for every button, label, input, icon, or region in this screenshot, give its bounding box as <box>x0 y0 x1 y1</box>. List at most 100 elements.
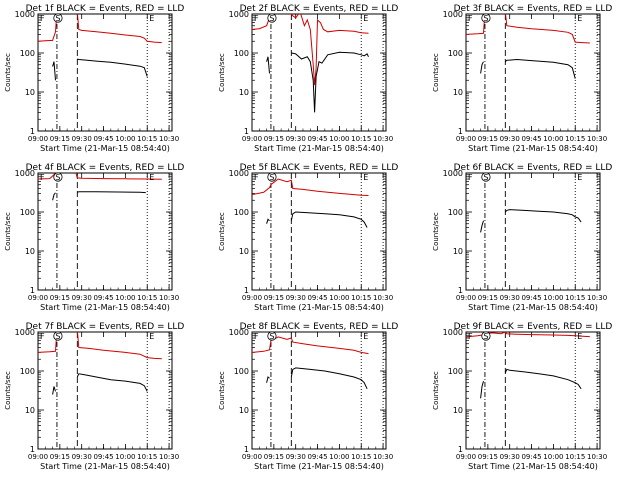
y-tick-label: 1000 <box>443 10 463 19</box>
series-group <box>480 209 582 233</box>
x-axis-label: Start Time (21-Mar-15 08:54:40) <box>468 144 598 153</box>
x-tick-label: 10:30 <box>587 294 607 302</box>
marker-f: F <box>254 14 259 23</box>
x-axis-label: Start Time (21-Mar-15 08:54:40) <box>468 303 598 312</box>
panel-det-4: Det 4f BLACK = Events, RED = LLD 1 10 100 10… <box>4 163 184 312</box>
series-events-line <box>76 373 148 392</box>
y-axis-label: Counts/sec <box>4 212 12 251</box>
x-tick-label: 10:00 <box>329 135 349 143</box>
marker-circle <box>481 172 491 182</box>
x-tick-label: 09:30 <box>286 294 306 302</box>
y-tick-label: 10 <box>453 247 463 256</box>
panel-title: Det 6f BLACK = Events, RED = LLD <box>454 163 613 173</box>
marker-e: E <box>577 14 582 23</box>
x-axis-label: Start Time (21-Mar-15 08:54:40) <box>254 303 384 312</box>
marker-s: S <box>55 332 60 341</box>
x-tick-label: 09:00 <box>242 135 262 143</box>
x-tick-label: 10:30 <box>373 453 393 461</box>
x-tick-label: 09:15 <box>50 294 70 302</box>
y-tick-label: 1 <box>458 286 463 295</box>
y-tick-label: 1000 <box>15 328 35 337</box>
y-tick-label: 10 <box>453 88 463 97</box>
series-events-line <box>266 218 270 224</box>
marker-e: E <box>577 173 582 182</box>
marker-e: E <box>149 173 154 182</box>
x-tick-label: 09:15 <box>264 135 284 143</box>
series-events-line <box>480 61 484 74</box>
x-tick-label: 09:30 <box>500 294 520 302</box>
y-tick-label: 1000 <box>15 10 35 19</box>
series-events-line <box>266 56 270 74</box>
series-group <box>38 14 162 81</box>
y-tick-label: 100 <box>448 367 463 376</box>
marker-e: E <box>577 332 582 341</box>
x-tick-label: 10:00 <box>329 294 349 302</box>
series-group <box>252 178 369 228</box>
x-tick-label: 10:00 <box>115 135 135 143</box>
y-tick-label: 1000 <box>443 328 463 337</box>
marker-f: F <box>254 332 259 341</box>
plot-frame <box>251 172 387 291</box>
x-tick-label: 09:30 <box>286 135 306 143</box>
x-tick-label: 09:00 <box>242 453 262 461</box>
series-events-line <box>504 58 576 79</box>
x-tick-label: 09:45 <box>93 294 113 302</box>
series-events-line <box>52 61 56 81</box>
series-lld-line <box>252 336 369 355</box>
y-tick-label: 100 <box>20 367 35 376</box>
panel-det-5: Det 5f BLACK = Events, RED = LLD 1 10 100 10… <box>218 163 398 312</box>
marker-f: F <box>254 173 259 182</box>
plot-frame <box>37 172 173 291</box>
series-lld-line <box>466 14 590 44</box>
x-tick-label: 10:15 <box>351 135 371 143</box>
y-tick-label: 1 <box>30 127 35 136</box>
x-tick-label: 10:30 <box>373 294 393 302</box>
x-tick-label: 10:15 <box>351 294 371 302</box>
x-tick-label: 09:15 <box>478 453 498 461</box>
y-tick-label: 1 <box>244 127 249 136</box>
y-tick-label: 1000 <box>443 169 463 178</box>
marker-circle <box>481 13 491 23</box>
y-tick-label: 100 <box>234 208 249 217</box>
plot-frame <box>465 331 601 450</box>
x-tick-label: 10:00 <box>543 453 563 461</box>
y-axis-label: Counts/sec <box>218 371 226 410</box>
series-lld-line <box>252 14 369 86</box>
x-tick-label: 09:30 <box>286 453 306 461</box>
x-tick-label: 10:30 <box>159 453 179 461</box>
marker-s: S <box>269 173 274 182</box>
marker-e: E <box>363 14 368 23</box>
x-tick-label: 10:00 <box>115 453 135 461</box>
x-tick-label: 10:15 <box>351 453 371 461</box>
x-tick-label: 09:45 <box>521 294 541 302</box>
series-events-line <box>52 192 56 201</box>
series-lld-line <box>38 173 162 180</box>
y-tick-label: 10 <box>239 247 249 256</box>
x-tick-label: 09:15 <box>264 453 284 461</box>
x-axis-label: Start Time (21-Mar-15 08:54:40) <box>254 144 384 153</box>
marker-circle <box>481 331 491 341</box>
x-tick-label: 09:00 <box>28 453 48 461</box>
y-tick-label: 100 <box>20 208 35 217</box>
marker-s: S <box>483 332 488 341</box>
x-tick-label: 09:45 <box>307 453 327 461</box>
series-group <box>38 173 162 201</box>
marker-s: S <box>55 14 60 23</box>
x-tick-label: 09:15 <box>50 135 70 143</box>
plot-frame <box>251 331 387 450</box>
x-axis-label: Start Time (21-Mar-15 08:54:40) <box>40 303 170 312</box>
x-tick-label: 09:00 <box>28 135 48 143</box>
x-tick-label: 10:00 <box>543 294 563 302</box>
x-tick-label: 09:15 <box>264 294 284 302</box>
panel-title: Det 7f BLACK = Events, RED = LLD <box>26 322 185 332</box>
x-tick-label: 09:00 <box>456 135 476 143</box>
x-tick-label: 09:30 <box>72 453 92 461</box>
y-axis-label: Counts/sec <box>4 371 12 410</box>
y-tick-label: 1 <box>458 445 463 454</box>
y-tick-label: 1000 <box>229 10 249 19</box>
series-events-line <box>290 367 368 390</box>
marker-s: S <box>269 332 274 341</box>
y-tick-label: 1000 <box>229 169 249 178</box>
marker-circle <box>53 172 63 182</box>
plot-frame <box>37 13 173 132</box>
